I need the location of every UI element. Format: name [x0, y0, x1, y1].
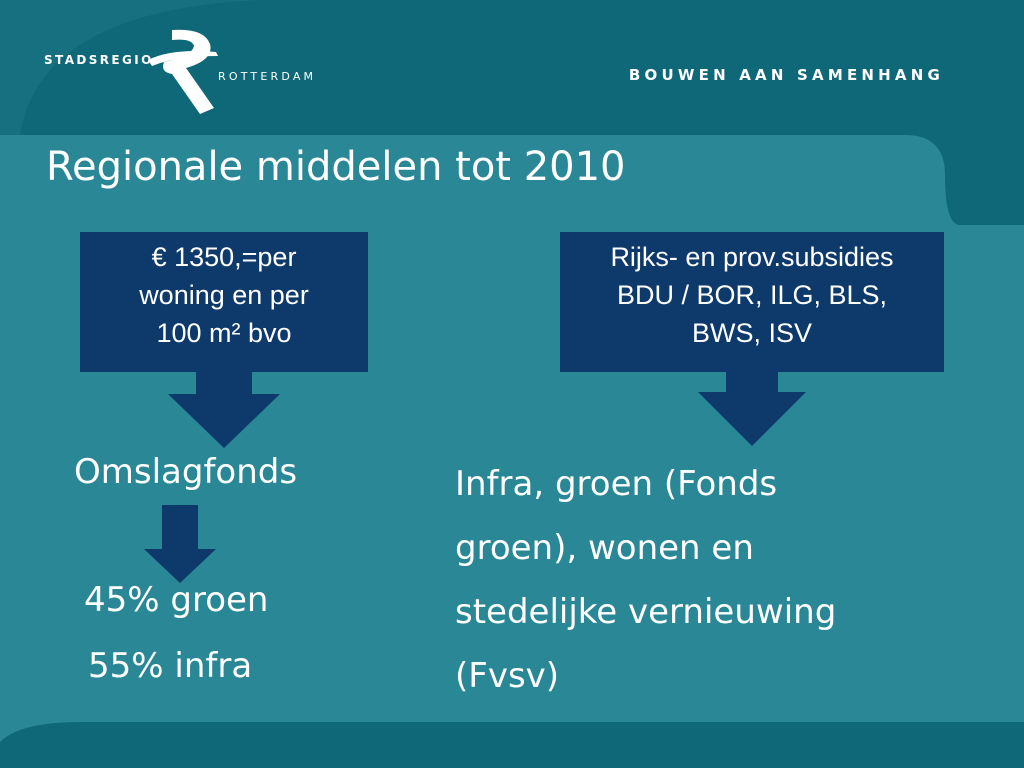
logo-word-rotterdam: ROTTERDAM [218, 70, 317, 83]
header-band [0, 0, 1024, 225]
arrow-down-icon [698, 370, 806, 446]
fund-description: Infra, groen (Fonds groen), wonen en ste… [455, 452, 836, 708]
fund-line-1: Infra, groen (Fonds [455, 464, 778, 504]
levy-line-2: woning en per [139, 280, 309, 310]
levy-line-1: € 1350,=per [151, 242, 297, 272]
subsidies-box: Rijks- en prov.subsidies BDU / BOR, ILG,… [560, 232, 944, 372]
green-share: 45% groen [84, 580, 269, 620]
tagline: BOUWEN AAN SAMENHANG [628, 66, 944, 84]
levy-box: € 1350,=per woning en per 100 m² bvo [80, 232, 368, 372]
fund-line-4: (Fvsv) [455, 656, 560, 696]
omslagfonds-heading: Omslagfonds [74, 452, 298, 492]
arrow-down-icon [168, 370, 280, 448]
subsidies-line-3: BWS, ISV [691, 318, 813, 348]
logo-word-stadsregio: STADSREGIO [44, 53, 154, 67]
footer-band [0, 722, 1024, 768]
stadsregio-logo: STADSREGIO ROTTERDAM [44, 26, 334, 116]
levy-line-3: 100 m² bvo [156, 318, 292, 348]
arrow-down-icon [144, 505, 216, 583]
header-band-curve [0, 0, 260, 135]
infra-share: 55% infra [88, 646, 253, 686]
subsidies-line-2: BDU / BOR, ILG, BLS, [616, 280, 888, 310]
slide-title: Regionale middelen tot 2010 [46, 144, 626, 190]
fund-line-2: groen), wonen en [455, 528, 754, 568]
logo-r-mark-icon [148, 29, 218, 114]
fund-line-3: stedelijke vernieuwing [455, 592, 837, 632]
subsidies-line-1: Rijks- en prov.subsidies [610, 242, 894, 272]
